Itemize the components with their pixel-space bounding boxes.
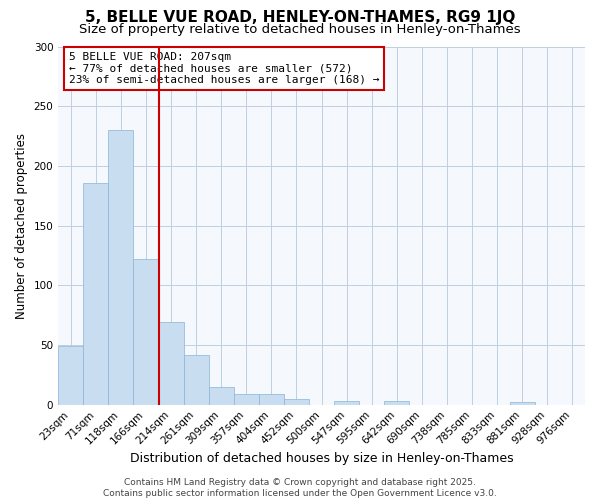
Bar [259,394,284,404]
Bar [109,130,133,404]
Text: Size of property relative to detached houses in Henley-on-Thames: Size of property relative to detached ho… [79,22,521,36]
X-axis label: Distribution of detached houses by size in Henley-on-Thames: Distribution of detached houses by size … [130,452,514,465]
Bar [284,399,309,404]
Bar [334,401,359,404]
Bar [83,182,109,404]
Bar [209,387,234,404]
Bar [58,346,83,405]
Bar [184,354,209,405]
Bar [234,394,259,404]
Bar [133,259,158,404]
Bar [385,401,409,404]
Bar [158,322,184,404]
Bar [510,402,535,404]
Y-axis label: Number of detached properties: Number of detached properties [15,132,28,318]
Text: 5, BELLE VUE ROAD, HENLEY-ON-THAMES, RG9 1JQ: 5, BELLE VUE ROAD, HENLEY-ON-THAMES, RG9… [85,10,515,25]
Text: 5 BELLE VUE ROAD: 207sqm
← 77% of detached houses are smaller (572)
23% of semi-: 5 BELLE VUE ROAD: 207sqm ← 77% of detach… [69,52,379,85]
Text: Contains HM Land Registry data © Crown copyright and database right 2025.
Contai: Contains HM Land Registry data © Crown c… [103,478,497,498]
